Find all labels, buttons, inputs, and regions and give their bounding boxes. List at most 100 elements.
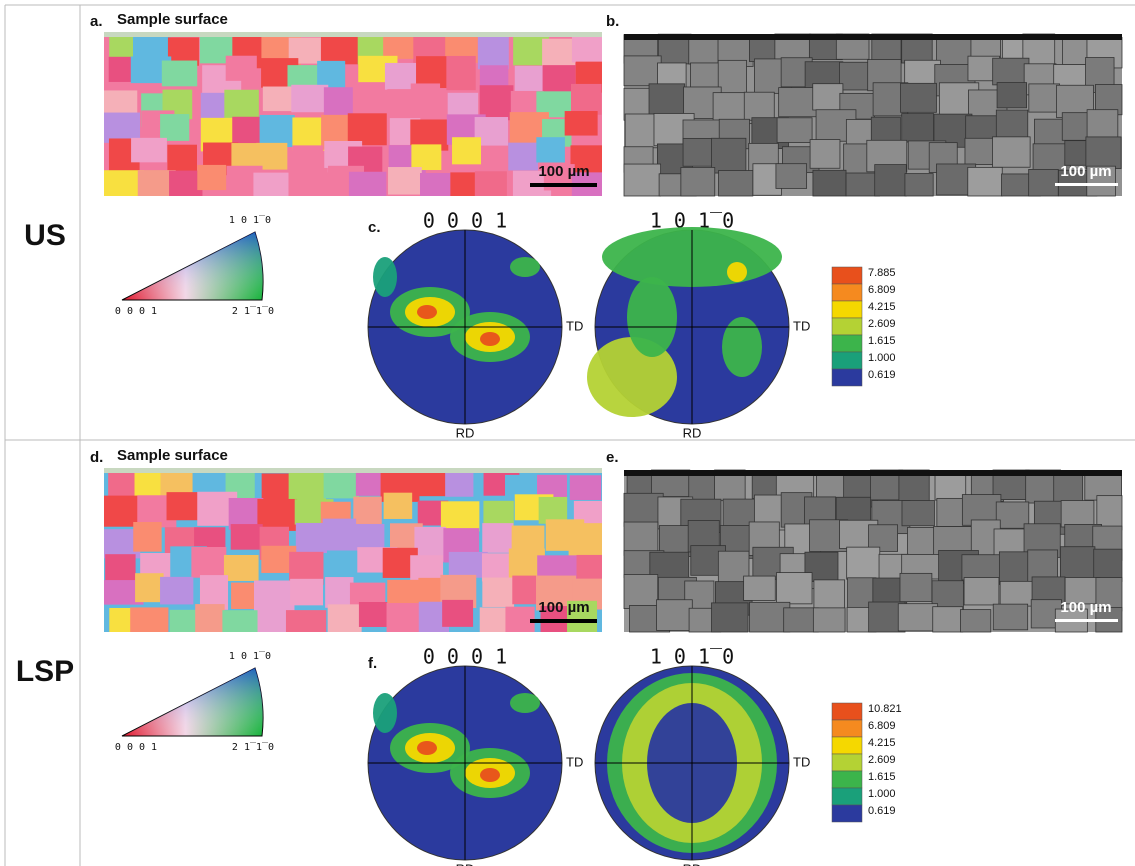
scale-label: 100 µm xyxy=(1060,599,1111,616)
scale-label: 100 µm xyxy=(1060,163,1111,180)
legend-swatch xyxy=(831,368,863,387)
pf-contour xyxy=(417,741,437,755)
grain xyxy=(776,117,813,143)
grain xyxy=(452,137,482,165)
grain xyxy=(623,492,664,527)
grain xyxy=(253,172,293,196)
grain xyxy=(199,575,229,610)
legend-swatch xyxy=(831,787,863,806)
grain xyxy=(992,57,1030,86)
grain xyxy=(1086,165,1116,197)
grain xyxy=(440,501,480,532)
pf-contour xyxy=(373,693,397,733)
legend-label: 7.885 xyxy=(868,267,896,279)
ipf-overlay xyxy=(122,668,264,736)
legend-swatch xyxy=(831,702,863,721)
scale-bar xyxy=(1055,183,1118,186)
legend-label: 4.215 xyxy=(868,737,896,749)
legend-label: 2.609 xyxy=(868,754,896,766)
grain xyxy=(167,144,197,173)
pf-contour xyxy=(722,317,762,377)
row-label: LSP xyxy=(16,655,74,688)
grain xyxy=(1095,577,1123,612)
pf-contour xyxy=(587,337,677,417)
legend-swatch xyxy=(831,334,863,353)
grain xyxy=(813,579,846,611)
grain xyxy=(649,551,690,579)
grain xyxy=(1028,83,1060,113)
grain xyxy=(839,61,874,91)
grain xyxy=(992,603,1029,631)
grain xyxy=(711,137,747,174)
grain xyxy=(900,82,937,113)
legend-swatch xyxy=(831,351,863,370)
pf-title: 1 0 1̅ 0 xyxy=(650,645,734,669)
grain xyxy=(743,91,775,121)
grain xyxy=(680,167,716,197)
ipf-label: 2 1̅ 1̅ 0 xyxy=(232,306,274,317)
grain xyxy=(688,36,721,65)
grain xyxy=(288,167,328,196)
ipf-label: 2 1̅ 1̅ 0 xyxy=(232,742,274,753)
grain xyxy=(995,501,1030,529)
legend-swatch xyxy=(831,770,863,789)
grain xyxy=(899,572,933,603)
pf-contour xyxy=(480,768,500,782)
grain xyxy=(230,524,263,550)
grain xyxy=(420,172,457,196)
grain xyxy=(323,472,359,499)
grain xyxy=(1086,109,1119,142)
scale-bar xyxy=(530,619,597,623)
pf-contour xyxy=(510,257,540,277)
grain xyxy=(225,55,257,81)
grain xyxy=(623,163,662,197)
grain xyxy=(967,166,1003,197)
pf-contour xyxy=(373,257,397,297)
scale-bar xyxy=(1055,619,1118,622)
surface-edge xyxy=(624,34,1122,40)
grain xyxy=(932,606,964,633)
grain xyxy=(256,142,288,170)
grain xyxy=(775,163,808,189)
grain xyxy=(812,83,844,111)
grain xyxy=(995,109,1029,142)
grain xyxy=(570,145,602,176)
grain xyxy=(358,601,388,627)
grain xyxy=(568,523,602,559)
legend-label: 1.000 xyxy=(868,352,896,364)
grain xyxy=(570,83,602,115)
legend-label: 1.000 xyxy=(868,788,896,800)
grain xyxy=(353,496,382,529)
grain xyxy=(996,82,1028,109)
grain xyxy=(623,521,659,556)
grain xyxy=(447,92,479,119)
pf-contour xyxy=(480,332,500,346)
pf-contour xyxy=(727,262,747,282)
scale-label: 100 µm xyxy=(538,599,589,616)
grain xyxy=(327,604,362,632)
grain xyxy=(711,602,749,633)
grain xyxy=(105,554,136,585)
grain xyxy=(410,83,441,109)
grain xyxy=(874,164,907,197)
grain xyxy=(1060,500,1095,528)
rd-label: RD xyxy=(456,861,475,866)
grain xyxy=(778,87,820,118)
grain xyxy=(166,492,201,521)
grain xyxy=(257,498,298,531)
grain xyxy=(963,577,1000,606)
legend-swatch xyxy=(831,804,863,823)
grain xyxy=(717,59,747,95)
pf-contour xyxy=(510,693,540,713)
grain xyxy=(160,576,194,605)
grain xyxy=(743,575,776,601)
legend-label: 4.215 xyxy=(868,301,896,313)
panel-label: e. xyxy=(606,449,619,466)
grain xyxy=(388,167,422,195)
legend-swatch xyxy=(831,283,863,302)
grain xyxy=(285,610,327,632)
ipf-label: 1 0 1̅ 0 xyxy=(229,651,271,662)
scale-bar xyxy=(530,183,597,187)
grain xyxy=(291,84,329,113)
